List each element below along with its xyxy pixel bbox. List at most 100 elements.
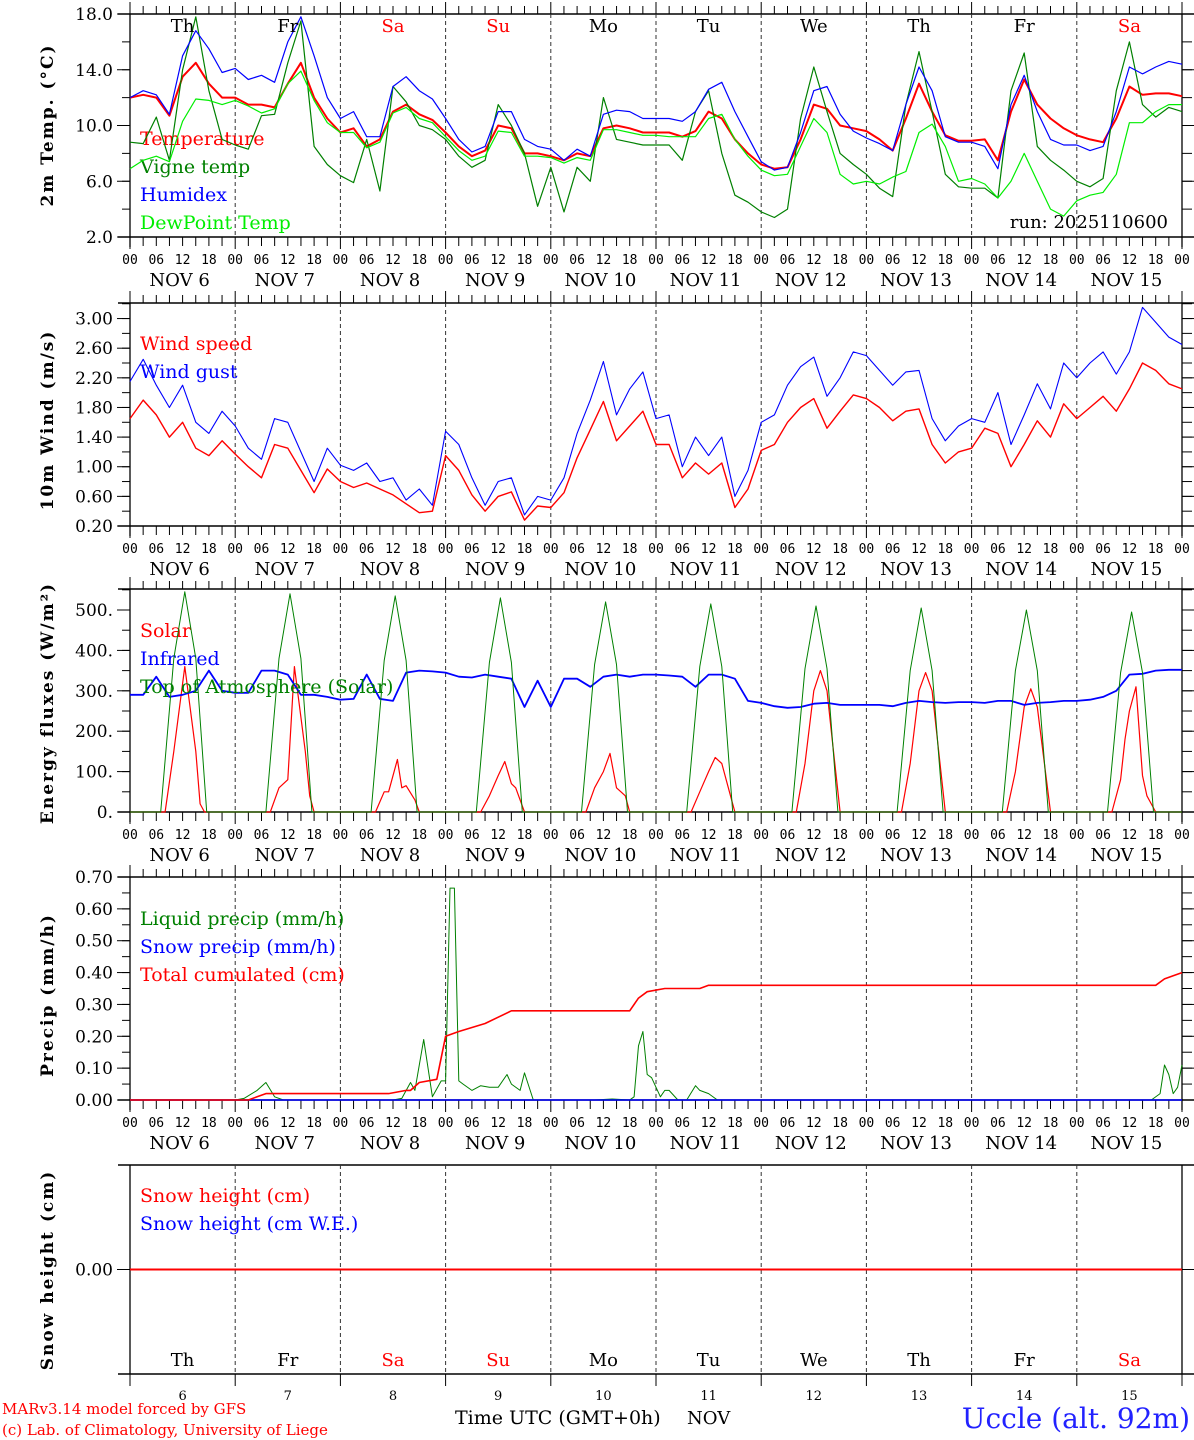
hour-label: 00 — [859, 253, 875, 268]
series-line-vigne-temp — [129, 16, 1183, 219]
hour-label: 12 — [1122, 828, 1138, 843]
hour-label: 12 — [1122, 542, 1138, 557]
hour-label: 00 — [438, 542, 454, 557]
hour-label: 12 — [806, 253, 822, 268]
series-line-top-of-atmosphere-solar- — [130, 591, 1182, 813]
hour-label: 06 — [1095, 542, 1111, 557]
date-label: NOV 13 — [880, 845, 952, 866]
hour-label: 12 — [701, 542, 717, 557]
hour-label: 12 — [385, 1116, 401, 1131]
day-name-top: Fr — [277, 16, 298, 37]
hour-label: 00 — [964, 253, 980, 268]
hour-label: 00 — [333, 828, 349, 843]
date-label: NOV 11 — [670, 270, 742, 291]
hour-label: 00 — [543, 253, 559, 268]
hour-label: 00 — [333, 542, 349, 557]
hour-label: 12 — [1016, 1116, 1032, 1131]
hour-label: 06 — [254, 1116, 270, 1131]
hour-label: 18 — [1148, 1116, 1164, 1131]
hour-label: 00 — [227, 828, 243, 843]
hour-label: 00 — [1174, 1116, 1190, 1131]
y-tick-label: 0.60 — [75, 487, 113, 507]
legend-entry: Humidex — [140, 184, 227, 206]
date-label: NOV 13 — [880, 1133, 952, 1154]
date-label: NOV 10 — [564, 845, 636, 866]
hour-label: 00 — [227, 1116, 243, 1131]
hour-label: 06 — [359, 542, 375, 557]
hour-label: 00 — [333, 253, 349, 268]
legend-entry: Snow precip (mm/h) — [140, 936, 336, 958]
date-label: NOV 15 — [1090, 845, 1162, 866]
day-name-bottom: Mo — [589, 1350, 618, 1371]
date-label: NOV 12 — [775, 270, 847, 291]
date-label: NOV 14 — [985, 845, 1057, 866]
hour-label: 00 — [648, 253, 664, 268]
hour-label: 18 — [832, 1116, 848, 1131]
hour-label: 12 — [280, 828, 296, 843]
hour-label: 18 — [622, 253, 638, 268]
date-label: NOV 15 — [1090, 270, 1162, 291]
hour-label: 06 — [1095, 1116, 1111, 1131]
hour-label: 00 — [543, 542, 559, 557]
hour-label: 00 — [964, 1116, 980, 1131]
date-label: NOV 8 — [360, 1133, 420, 1154]
date-label: NOV 7 — [255, 559, 315, 580]
y-tick-label: 0.10 — [75, 1059, 113, 1079]
hour-label: 00 — [1174, 253, 1190, 268]
day-number: 14 — [1016, 1389, 1033, 1404]
date-label: NOV 9 — [465, 270, 525, 291]
hour-label: 18 — [411, 542, 427, 557]
day-name-top: Su — [486, 16, 510, 37]
y-tick-label: 0.30 — [75, 995, 113, 1015]
hour-label: 06 — [885, 828, 901, 843]
y-axis-title: Energy fluxes (W/m²) — [38, 582, 58, 824]
y-tick-label: 1.40 — [75, 428, 113, 448]
hour-label: 06 — [148, 828, 164, 843]
y-axis-title: Precip (mm/h) — [38, 913, 58, 1077]
hour-label: 00 — [859, 828, 875, 843]
hour-label: 00 — [753, 828, 769, 843]
hour-label: 18 — [937, 1116, 953, 1131]
hour-label: 06 — [885, 542, 901, 557]
hour-label: 18 — [832, 253, 848, 268]
hour-label: 00 — [1069, 1116, 1085, 1131]
date-label: NOV 13 — [880, 270, 952, 291]
y-tick-label: 1.00 — [75, 458, 113, 478]
hour-label: 12 — [1122, 1116, 1138, 1131]
date-label: NOV 15 — [1090, 1133, 1162, 1154]
hour-label: 12 — [1016, 542, 1032, 557]
legend-entry: Solar — [140, 620, 192, 642]
x-axis-title: Time UTC (GMT+0h) — [455, 1407, 661, 1429]
day-name-top: Sa — [381, 16, 404, 37]
hour-label: 06 — [674, 542, 690, 557]
hour-label: 18 — [201, 1116, 217, 1131]
hour-label: 18 — [832, 828, 848, 843]
hour-label: 18 — [727, 828, 743, 843]
day-name-top: Th — [907, 16, 931, 37]
hour-label: 06 — [148, 542, 164, 557]
hour-label: 18 — [937, 828, 953, 843]
hour-label: 12 — [385, 828, 401, 843]
hour-label: 06 — [990, 828, 1006, 843]
hour-label: 18 — [1148, 828, 1164, 843]
month-label: NOV — [687, 1408, 731, 1429]
hour-label: 18 — [937, 542, 953, 557]
date-label: NOV 14 — [985, 1133, 1057, 1154]
hour-label: 06 — [569, 1116, 585, 1131]
date-label: NOV 14 — [985, 270, 1057, 291]
y-tick-label: 500. — [75, 601, 113, 621]
day-number: 11 — [700, 1389, 717, 1404]
hour-label: 06 — [1095, 828, 1111, 843]
hour-label: 12 — [596, 542, 612, 557]
hour-label: 18 — [201, 253, 217, 268]
date-label: NOV 8 — [360, 845, 420, 866]
day-name-bottom: Th — [907, 1350, 931, 1371]
panel-4: 0.00 Snow height (cm) Snow height (cm) Snow… — [38, 1164, 1194, 1386]
day-name-bottom: Tu — [697, 1350, 721, 1371]
hour-label: 06 — [885, 253, 901, 268]
hour-label: 00 — [543, 1116, 559, 1131]
date-label: NOV 15 — [1090, 559, 1162, 580]
day-name-top: Mo — [589, 16, 618, 37]
hour-label: 18 — [517, 253, 533, 268]
hour-label: 00 — [648, 542, 664, 557]
